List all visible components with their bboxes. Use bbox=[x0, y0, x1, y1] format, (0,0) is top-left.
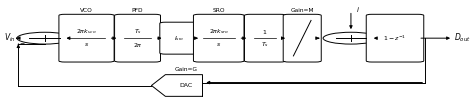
Text: $1-z^{-1}$: $1-z^{-1}$ bbox=[383, 34, 407, 43]
Text: $T_s$: $T_s$ bbox=[134, 27, 142, 36]
Text: $2\pi k_{sro}$: $2\pi k_{sro}$ bbox=[209, 27, 228, 36]
Text: $V_{in}$: $V_{in}$ bbox=[4, 32, 16, 44]
Text: $s$: $s$ bbox=[216, 41, 221, 48]
Text: $s$: $s$ bbox=[84, 41, 89, 48]
Text: $-$: $-$ bbox=[19, 40, 26, 45]
FancyBboxPatch shape bbox=[59, 14, 114, 62]
Text: VCO: VCO bbox=[80, 8, 93, 13]
Polygon shape bbox=[152, 75, 202, 96]
Text: PFD: PFD bbox=[132, 8, 143, 13]
Circle shape bbox=[323, 32, 379, 44]
Text: $1$: $1$ bbox=[263, 28, 268, 36]
Text: $D_{out}$: $D_{out}$ bbox=[455, 32, 471, 44]
Text: $T_s$: $T_s$ bbox=[261, 40, 269, 49]
FancyBboxPatch shape bbox=[366, 14, 424, 62]
Text: Gain=M: Gain=M bbox=[291, 8, 314, 13]
Text: Gain=G: Gain=G bbox=[175, 67, 198, 72]
FancyBboxPatch shape bbox=[245, 14, 286, 62]
FancyBboxPatch shape bbox=[283, 14, 321, 62]
Text: $2\pi k_{vco}$: $2\pi k_{vco}$ bbox=[76, 27, 97, 36]
FancyBboxPatch shape bbox=[193, 14, 244, 62]
FancyBboxPatch shape bbox=[160, 22, 199, 54]
Text: $i$: $i$ bbox=[356, 5, 360, 14]
FancyBboxPatch shape bbox=[115, 14, 161, 62]
Text: $2\pi$: $2\pi$ bbox=[133, 41, 143, 49]
Text: $I_{sro}$: $I_{sro}$ bbox=[174, 34, 184, 43]
Circle shape bbox=[17, 32, 73, 44]
Text: SRO: SRO bbox=[212, 8, 225, 13]
Text: DAC: DAC bbox=[180, 83, 193, 88]
